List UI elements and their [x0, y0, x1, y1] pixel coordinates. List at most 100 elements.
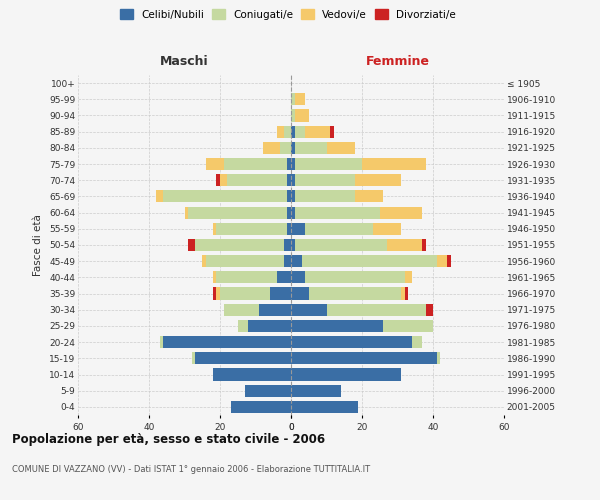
Bar [295, 206, 380, 218]
Bar [284, 239, 291, 251]
Bar [284, 255, 291, 268]
Bar [291, 142, 295, 154]
Bar [185, 206, 188, 218]
Bar [277, 126, 284, 138]
Bar [362, 158, 426, 170]
Bar [217, 272, 277, 283]
Bar [326, 142, 355, 154]
Bar [383, 320, 433, 332]
Bar [447, 255, 451, 268]
Bar [295, 239, 387, 251]
Bar [202, 255, 206, 268]
Bar [426, 304, 433, 316]
Bar [191, 352, 195, 364]
Bar [224, 158, 287, 170]
Bar [227, 174, 287, 186]
Bar [404, 272, 412, 283]
Bar [355, 174, 401, 186]
Bar [163, 190, 287, 202]
Bar [295, 126, 305, 138]
Bar [230, 401, 291, 413]
Text: Popolazione per età, sesso e stato civile - 2006: Popolazione per età, sesso e stato civil… [12, 432, 325, 446]
Bar [291, 304, 326, 316]
Bar [355, 190, 383, 202]
Bar [305, 222, 373, 235]
Bar [291, 174, 295, 186]
Bar [387, 239, 422, 251]
Bar [213, 368, 291, 380]
Bar [422, 239, 426, 251]
Bar [277, 272, 291, 283]
Bar [295, 190, 355, 202]
Bar [437, 255, 447, 268]
Bar [280, 142, 291, 154]
Bar [206, 158, 224, 170]
Bar [291, 206, 295, 218]
Bar [259, 304, 291, 316]
Bar [404, 288, 408, 300]
Bar [195, 352, 291, 364]
Bar [291, 288, 309, 300]
Y-axis label: Fasce di età: Fasce di età [34, 214, 43, 276]
Bar [213, 222, 217, 235]
Bar [213, 272, 217, 283]
Bar [291, 93, 295, 106]
Bar [291, 158, 295, 170]
Bar [287, 222, 291, 235]
Bar [326, 304, 426, 316]
Bar [213, 288, 217, 300]
Bar [217, 174, 220, 186]
Bar [195, 239, 284, 251]
Bar [245, 384, 291, 397]
Bar [412, 336, 422, 348]
Bar [401, 288, 404, 300]
Bar [302, 255, 437, 268]
Bar [291, 272, 305, 283]
Bar [220, 174, 227, 186]
Bar [291, 401, 358, 413]
Bar [156, 190, 163, 202]
Text: Femmine: Femmine [365, 55, 430, 68]
Bar [284, 126, 291, 138]
Bar [160, 336, 163, 348]
Bar [291, 384, 341, 397]
Bar [206, 255, 284, 268]
Bar [287, 206, 291, 218]
Bar [224, 304, 259, 316]
Text: Maschi: Maschi [160, 55, 209, 68]
Bar [287, 190, 291, 202]
Bar [437, 352, 440, 364]
Bar [380, 206, 422, 218]
Bar [291, 126, 295, 138]
Legend: Celibi/Nubili, Coniugati/e, Vedovi/e, Divorziati/e: Celibi/Nubili, Coniugati/e, Vedovi/e, Di… [116, 5, 460, 24]
Bar [305, 126, 330, 138]
Bar [291, 368, 401, 380]
Bar [263, 142, 280, 154]
Bar [291, 255, 302, 268]
Bar [220, 288, 270, 300]
Bar [295, 142, 326, 154]
Bar [291, 336, 412, 348]
Bar [163, 336, 291, 348]
Bar [291, 110, 295, 122]
Bar [238, 320, 248, 332]
Bar [295, 93, 305, 106]
Bar [330, 126, 334, 138]
Bar [373, 222, 401, 235]
Bar [291, 320, 383, 332]
Bar [295, 110, 309, 122]
Bar [188, 239, 195, 251]
Bar [287, 174, 291, 186]
Bar [309, 288, 401, 300]
Bar [287, 158, 291, 170]
Bar [248, 320, 291, 332]
Bar [217, 222, 287, 235]
Text: COMUNE DI VAZZANO (VV) - Dati ISTAT 1° gennaio 2006 - Elaborazione TUTTITALIA.IT: COMUNE DI VAZZANO (VV) - Dati ISTAT 1° g… [12, 466, 370, 474]
Bar [291, 222, 305, 235]
Bar [305, 272, 404, 283]
Bar [270, 288, 291, 300]
Bar [291, 190, 295, 202]
Bar [295, 174, 355, 186]
Bar [217, 288, 220, 300]
Bar [295, 158, 362, 170]
